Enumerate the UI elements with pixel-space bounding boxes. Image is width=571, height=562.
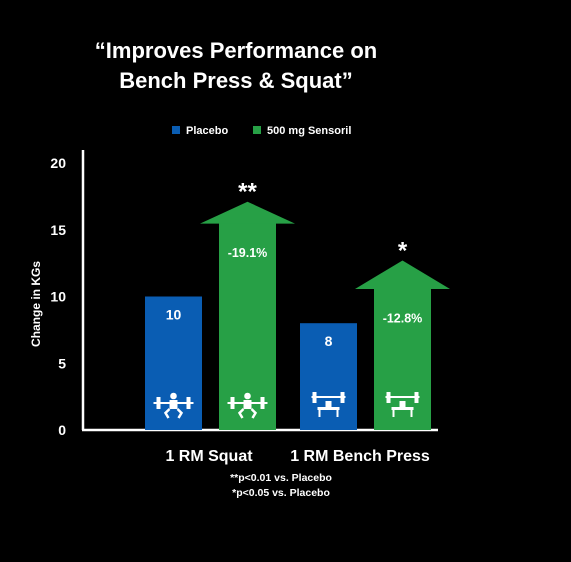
legend-swatch-placebo [172, 126, 180, 134]
footnote-p005: *p<0.05 vs. Placebo [232, 487, 330, 499]
bars-layer: 10 8 -19.1% ** -12.8% * [145, 179, 450, 430]
footnote-p001: **p<0.01 vs. Placebo [230, 472, 332, 484]
squat-plate-left [156, 397, 161, 409]
arrow-head-sensoril-bench [355, 260, 450, 289]
squat-icon [153, 392, 194, 419]
y-tick-label-20: 20 [50, 155, 66, 171]
category-label-squat: 1 RM Squat [165, 448, 253, 465]
bench-seat [317, 407, 340, 410]
bar-label-sensoril-squat: -19.1% [228, 246, 268, 260]
bar-label-placebo-squat: 10 [166, 307, 182, 323]
bench-press-icon [311, 392, 346, 417]
bench-plate-right [414, 392, 419, 403]
squat-plate-left [230, 397, 235, 409]
bench-plate-left [312, 392, 317, 403]
bench-press-icon [385, 392, 420, 417]
y-tick-label-5: 5 [58, 355, 66, 371]
squat-torso [243, 400, 252, 409]
squat-plate-right [186, 397, 191, 409]
squat-leg-left [237, 408, 245, 419]
bench-seat [391, 407, 414, 410]
arrow-head-sensoril-squat [200, 201, 295, 224]
squat-leg-right [176, 408, 184, 419]
squat-plate-right [260, 397, 265, 409]
squat-head [244, 392, 251, 400]
significance-marker-bench: * [398, 237, 408, 264]
squat-head [170, 392, 177, 400]
bar-label-placebo-bench: 8 [325, 333, 333, 349]
bench-lifter [399, 401, 406, 407]
bar-placebo-bench [300, 323, 357, 430]
y-tick-label-0: 0 [58, 422, 66, 438]
chart-title-line-1: “Improves Performance on [95, 38, 377, 63]
bench-lifter [325, 401, 332, 407]
bench-plate-right [340, 392, 345, 403]
chart-title-line-2: Bench Press & Squat” [119, 68, 353, 93]
legend-label-placebo: Placebo [186, 125, 228, 137]
squat-leg-left [163, 408, 171, 419]
y-tick-label-15: 15 [50, 222, 66, 238]
legend-swatch-sensoril [253, 126, 261, 134]
y-tick-labels: 0 5 10 15 20 [50, 155, 66, 438]
y-axis-label: Change in KGs [29, 261, 43, 347]
y-tick-label-10: 10 [50, 289, 66, 305]
squat-leg-right [250, 408, 258, 419]
bar-label-sensoril-bench: -12.8% [383, 311, 423, 325]
significance-marker-squat: ** [238, 179, 257, 206]
legend: Placebo 500 mg Sensoril [172, 125, 351, 137]
squat-icon [227, 392, 268, 419]
legend-label-sensoril: 500 mg Sensoril [267, 125, 351, 137]
category-label-bench: 1 RM Bench Press [290, 448, 430, 465]
bench-plate-left [386, 392, 391, 403]
squat-torso [169, 400, 178, 409]
